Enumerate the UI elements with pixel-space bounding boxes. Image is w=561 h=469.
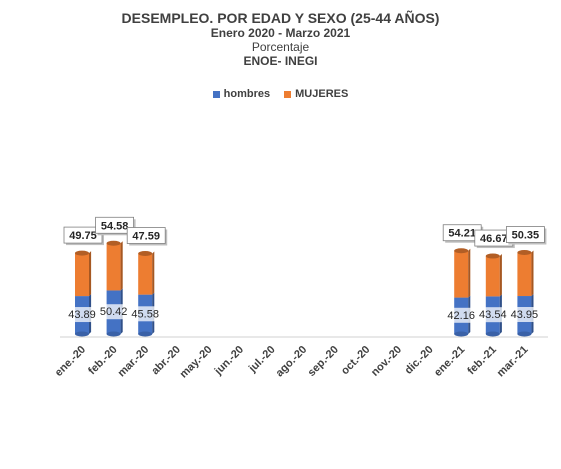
bar-mujeres-top — [485, 253, 500, 259]
bar-mujeres-top — [138, 251, 153, 257]
bar-mujeres — [485, 256, 500, 297]
chart-title: DESEMPLEO. POR EDAD Y SEXO (25-44 AÑOS) — [121, 10, 440, 26]
data-label-mujeres-box — [95, 216, 134, 234]
data-label-hombres: 43.89 — [68, 309, 96, 321]
x-tick-label: ene.-21 — [432, 344, 467, 379]
chart-legend: hombres MUJERES — [0, 88, 561, 100]
legend-swatch-hombres — [212, 90, 220, 98]
x-tick-label: nov.-20 — [369, 344, 404, 379]
x-tick-label: feb.-21 — [465, 344, 499, 378]
data-label-hombres: 43.95 — [511, 309, 539, 321]
legend-label-hombres: hombres — [223, 88, 271, 100]
x-tick-label: jun.-20 — [212, 344, 246, 378]
legend-label-mujeres: MUJERES — [295, 88, 349, 100]
x-tick-label: mar.-21 — [495, 344, 531, 380]
data-label-mujeres: 46.67 — [480, 233, 508, 245]
data-label-mujeres: 54.58 — [101, 220, 129, 232]
x-tick-label: mar.-20 — [116, 344, 152, 380]
bar-mujeres-side — [120, 241, 123, 291]
legend-swatch-mujeres — [284, 90, 292, 98]
data-label-hombres-bg — [506, 307, 543, 323]
x-tick-label: feb.-20 — [86, 344, 120, 378]
data-label-mujeres: 49.75 — [69, 230, 97, 242]
data-label-hombres-bg — [64, 307, 100, 323]
bar-hombres-base — [75, 331, 89, 337]
bar-hombres-base — [517, 331, 532, 337]
chart-subtitle-period: Enero 2020 - Marzo 2021 — [210, 26, 351, 40]
data-label-hombres: 45.58 — [131, 308, 159, 320]
bar-mujeres-top — [75, 250, 89, 256]
legend-item-hombres: hombres — [212, 88, 271, 100]
x-tick-label: may.-20 — [178, 344, 215, 381]
data-label-hombres: 50.42 — [100, 306, 128, 318]
x-tick-label: ene.-20 — [53, 344, 88, 379]
bar-hombres-base — [454, 331, 469, 337]
data-label-hombres-bg — [127, 306, 164, 322]
data-label-mujeres: 47.59 — [132, 231, 160, 243]
x-tick-label: ago.-20 — [274, 344, 310, 380]
bar-hombres-base — [485, 331, 500, 337]
bar-mujeres-side — [499, 254, 502, 297]
bar-mujeres — [106, 243, 121, 291]
data-label-hombres: 42.16 — [447, 310, 475, 322]
bar-mujeres — [517, 252, 532, 297]
data-label-hombres-bg — [443, 307, 480, 323]
bar-mujeres-side — [468, 248, 471, 298]
bar-mujeres-side — [531, 250, 534, 297]
x-tick-label: sep.-20 — [306, 344, 341, 379]
x-tick-label: oct.-20 — [339, 344, 373, 378]
bar-mujeres — [75, 253, 89, 297]
bar-mujeres-side — [152, 251, 155, 295]
data-label-mujeres-box — [505, 226, 545, 243]
data-label-hombres-bg — [474, 307, 511, 323]
bar-mujeres — [454, 250, 469, 298]
data-label-hombres: 43.54 — [479, 309, 507, 321]
legend-item-mujeres: MUJERES — [284, 88, 348, 100]
x-tick-label: dic.-20 — [403, 344, 436, 377]
bar-hombres-base — [138, 331, 153, 337]
bar-hombres-base — [106, 331, 121, 337]
chart-subtitle-unit: Porcentaje — [251, 40, 310, 54]
bar-mujeres-top — [517, 250, 532, 256]
data-label-mujeres: 50.35 — [512, 230, 540, 242]
data-label-mujeres-box — [126, 227, 166, 244]
bar-mujeres-top — [454, 248, 469, 254]
chart-subtitle-source: ENOE- INEGI — [243, 54, 318, 68]
bar-mujeres-top — [106, 240, 121, 246]
bar-mujeres — [138, 253, 153, 295]
data-label-hombres-bg — [95, 304, 132, 320]
bar-mujeres-side — [89, 251, 92, 297]
data-label-mujeres: 54.21 — [448, 228, 476, 240]
chart-titles: DESEMPLEO. POR EDAD Y SEXO (25-44 AÑOS) … — [0, 10, 561, 68]
